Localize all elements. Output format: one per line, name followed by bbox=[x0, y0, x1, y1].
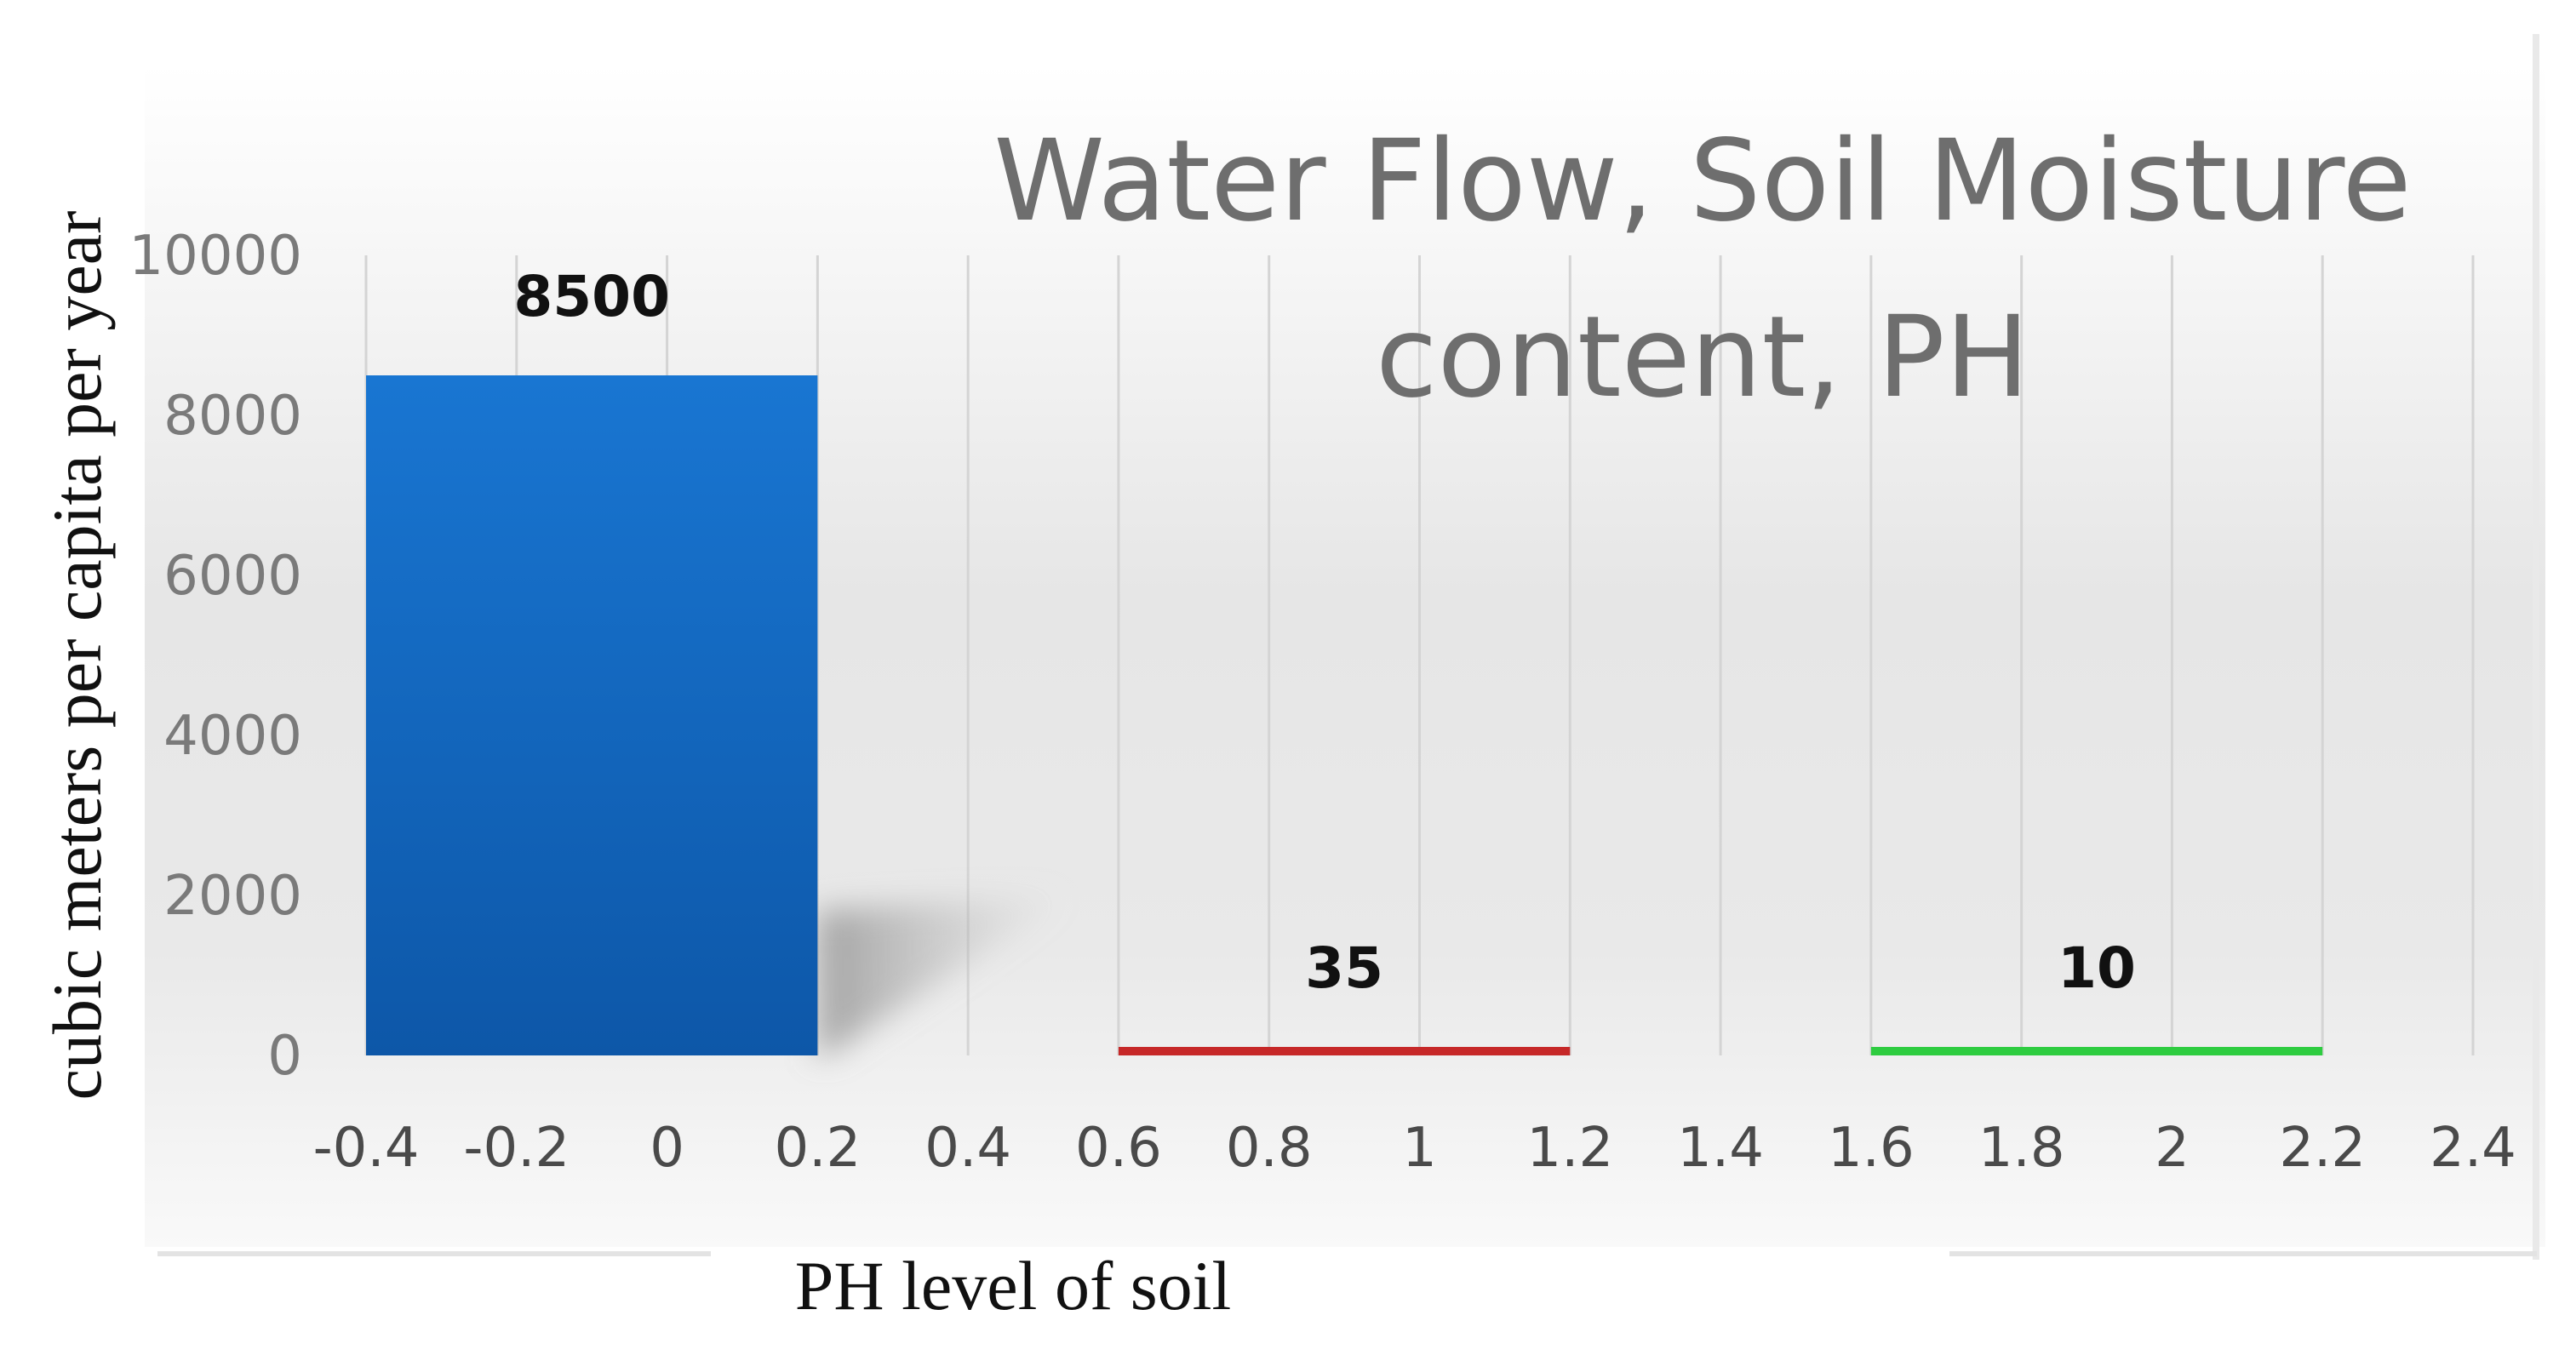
frame-edge-right bbox=[2533, 34, 2539, 1260]
x-tick-label-11: 1.8 bbox=[1978, 1117, 2065, 1180]
x-tick-label-1: -0.2 bbox=[463, 1117, 570, 1180]
y-tick-label-0: 0 bbox=[267, 1025, 302, 1088]
x-tick-label-14: 2.4 bbox=[2430, 1117, 2516, 1180]
x-tick-label-13: 2.2 bbox=[2279, 1117, 2366, 1180]
x-tick-label-7: 1 bbox=[1402, 1117, 1437, 1180]
x-tick-label-2: 0 bbox=[650, 1117, 684, 1180]
y-tick-labels: 0 2000 4000 6000 8000 10000 bbox=[129, 225, 302, 1088]
y-tick-label-1: 2000 bbox=[163, 865, 302, 928]
x-tick-label-12: 2 bbox=[2155, 1117, 2190, 1180]
x-tick-label-10: 1.6 bbox=[1828, 1117, 1915, 1180]
bar-1 bbox=[1118, 1047, 1571, 1055]
data-label-2: 10 bbox=[2058, 935, 2136, 1001]
y-tick-label-5: 10000 bbox=[129, 225, 302, 288]
bar-shadow-shape bbox=[817, 894, 1073, 1055]
bar-0 bbox=[366, 375, 818, 1055]
x-axis-label: PH level of soil bbox=[795, 1247, 1231, 1324]
x-tick-label-8: 1.2 bbox=[1526, 1117, 1613, 1180]
x-tick-label-4: 0.4 bbox=[924, 1117, 1011, 1180]
x-tick-label-6: 0.8 bbox=[1226, 1117, 1313, 1180]
bar-2 bbox=[1870, 1047, 2323, 1055]
chart-title-line-1: Water Flow, Soil Moisture bbox=[993, 116, 2411, 247]
x-tick-label-0: -0.4 bbox=[313, 1117, 420, 1180]
data-label-0: 8500 bbox=[513, 264, 670, 329]
data-label-1: 35 bbox=[1305, 935, 1383, 1001]
frame-edge-bottom-right bbox=[1949, 1251, 2537, 1256]
chart-title-line-2: content, PH bbox=[1376, 292, 2029, 423]
x-tick-labels: -0.4 -0.2 0 0.2 0.4 0.6 0.8 1 1.2 1.4 1.6 1.8 2 2.2 2.… bbox=[313, 1117, 2516, 1180]
bars bbox=[366, 375, 2323, 1055]
y-tick-label-4: 8000 bbox=[163, 385, 302, 448]
x-tick-label-9: 1.4 bbox=[1677, 1117, 1764, 1180]
y-tick-label-3: 6000 bbox=[163, 545, 302, 608]
x-tick-label-5: 0.6 bbox=[1075, 1117, 1162, 1180]
data-labels: 8500 35 10 bbox=[513, 264, 2136, 1001]
y-axis-label: cubic meters per capita per year bbox=[38, 211, 116, 1101]
x-tick-label-3: 0.2 bbox=[774, 1117, 861, 1180]
frame-edge-bottom-left bbox=[157, 1251, 711, 1256]
y-tick-label-2: 4000 bbox=[163, 705, 302, 768]
bar-shadow bbox=[817, 894, 1073, 1055]
